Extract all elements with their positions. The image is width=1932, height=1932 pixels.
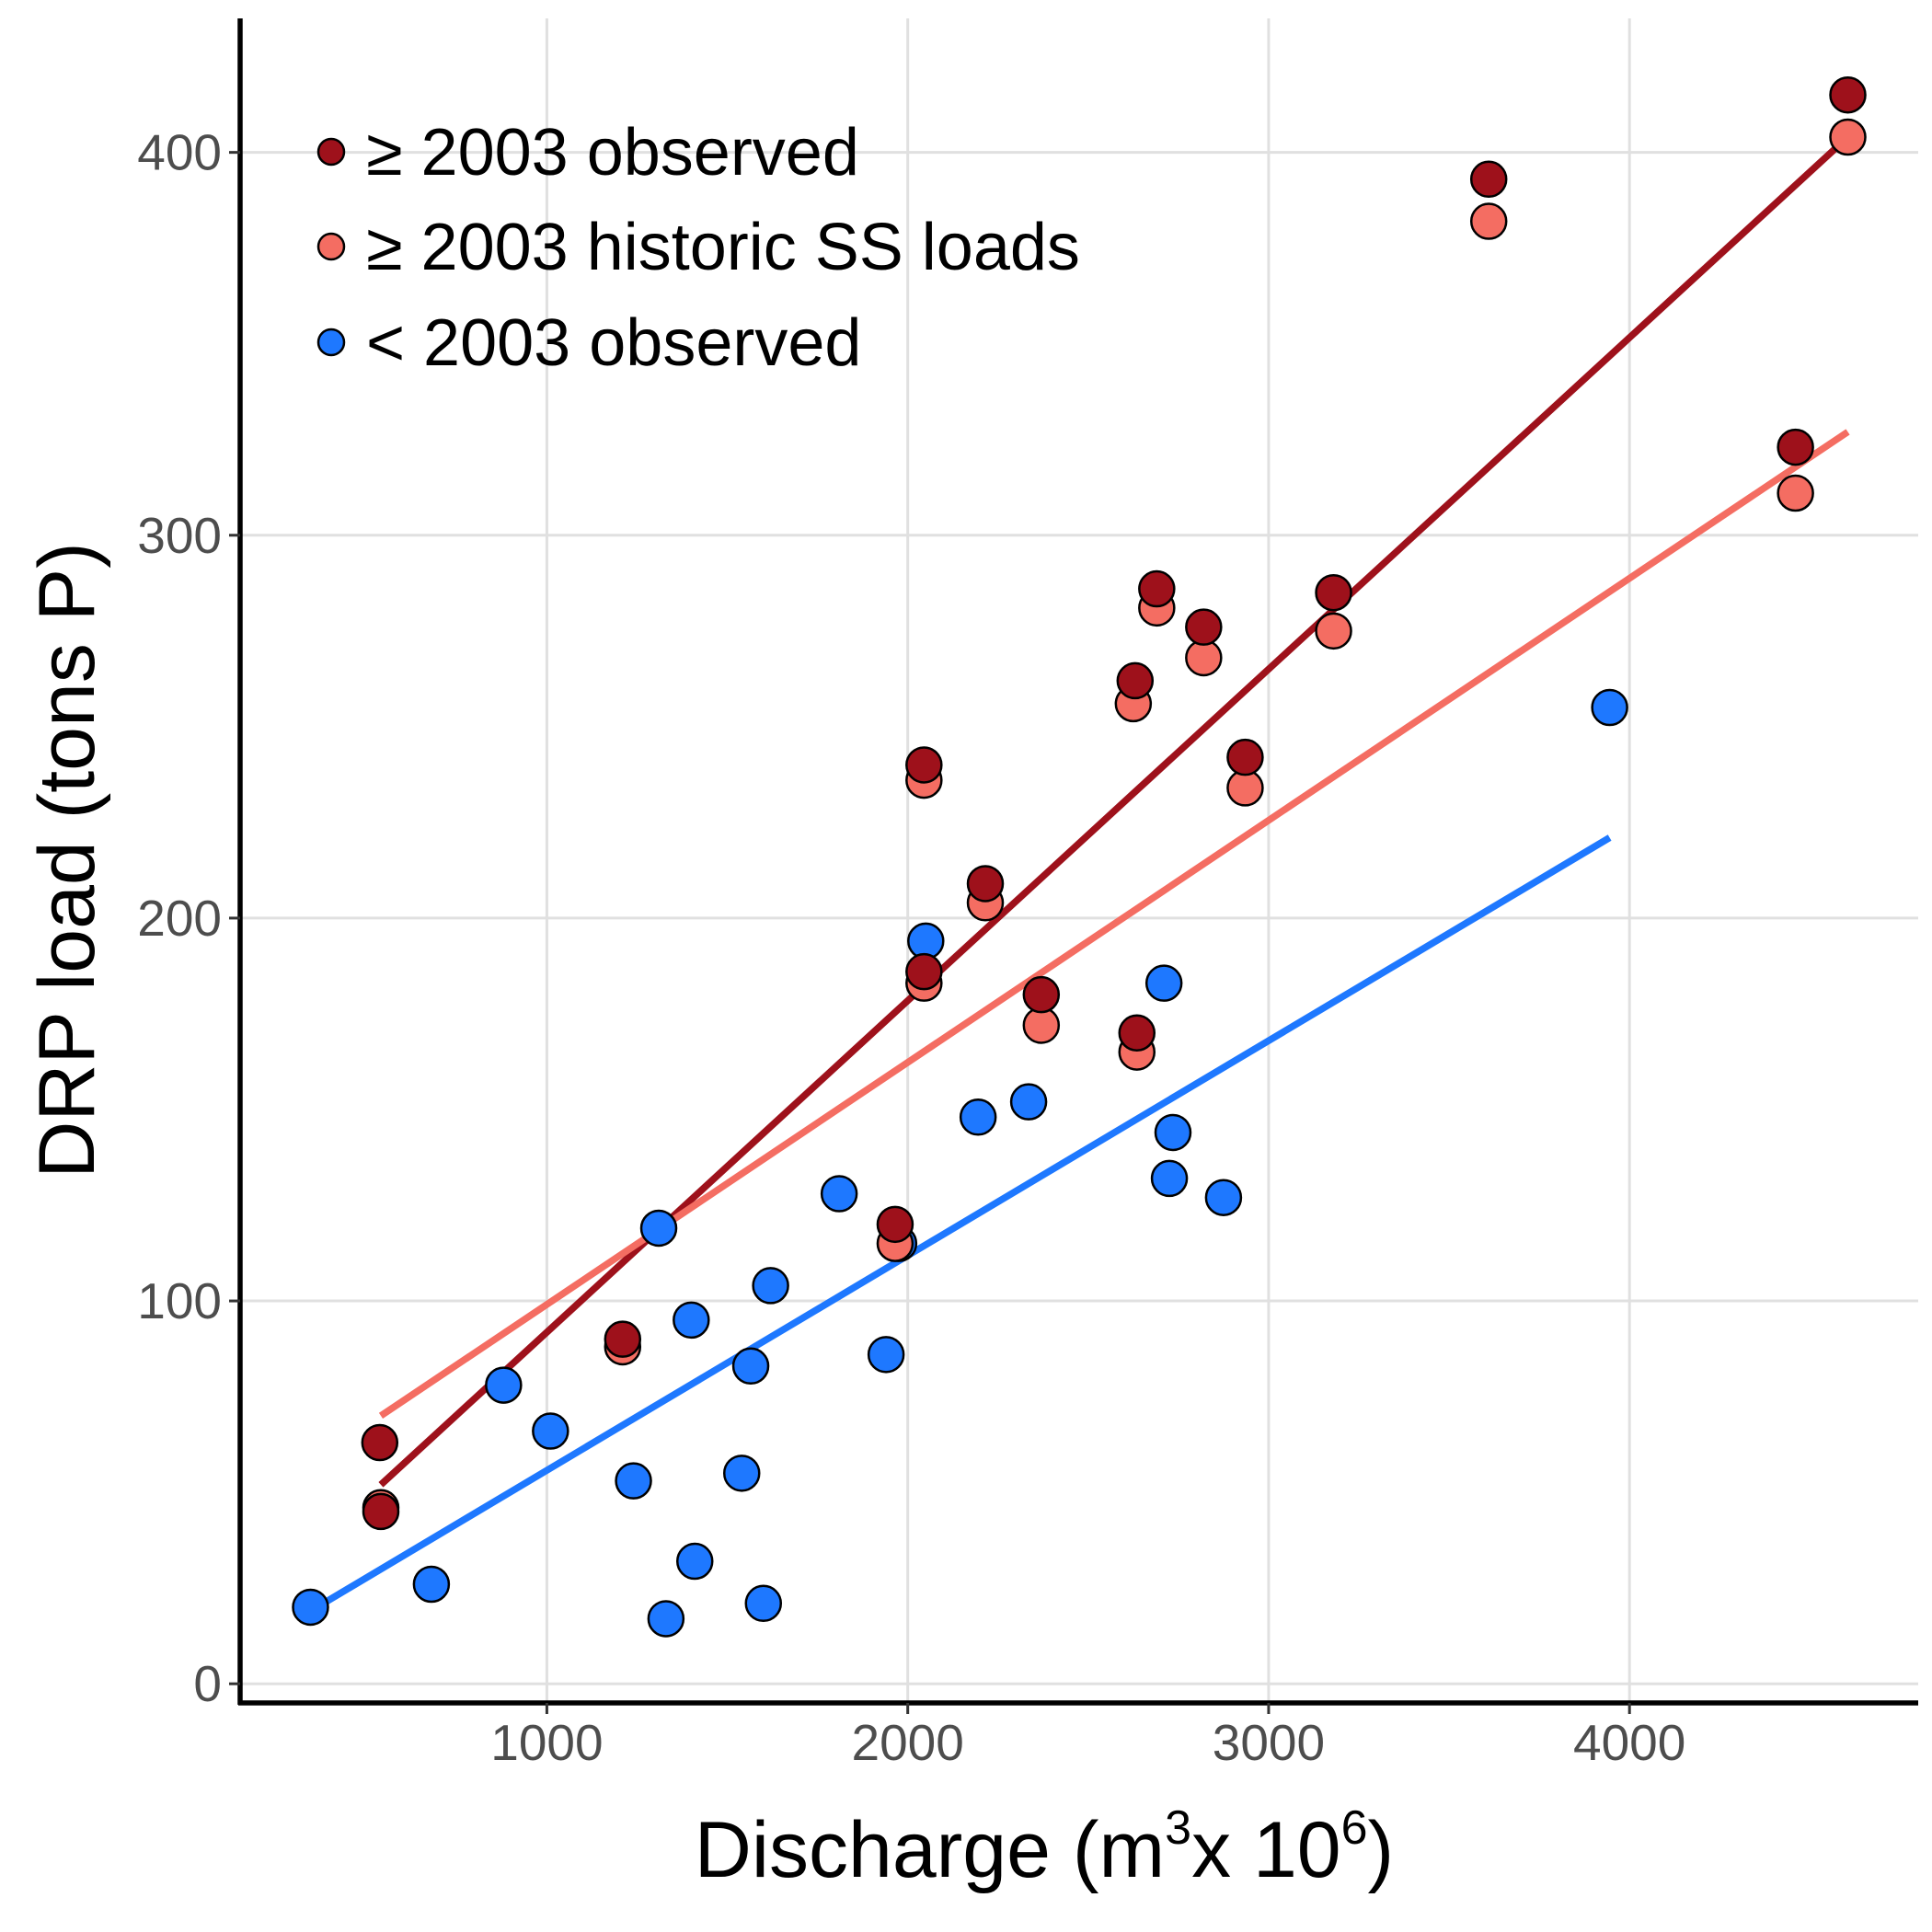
data-point <box>615 1462 652 1500</box>
legend-key <box>316 137 346 167</box>
data-point <box>1777 474 1814 512</box>
data-point <box>1150 1159 1189 1198</box>
data-point <box>731 1347 770 1386</box>
data-point <box>485 1366 523 1404</box>
data-point <box>1185 608 1223 646</box>
data-point <box>361 1423 399 1462</box>
data-point <box>966 865 1005 903</box>
data-point <box>1777 428 1814 466</box>
fit-line <box>378 134 1851 1488</box>
data-point <box>532 1412 569 1450</box>
data-point <box>867 1336 905 1374</box>
data-point <box>1022 975 1061 1014</box>
data-points <box>292 75 1867 1638</box>
x-axis-title: Discharge (m3x 106) <box>695 1801 1394 1894</box>
data-point <box>604 1320 642 1358</box>
data-point <box>820 1175 858 1213</box>
y-axis-title: DRP load (tons P) <box>23 542 111 1179</box>
y-tick-label: 100 <box>137 1272 222 1329</box>
x-tick-label: 3000 <box>1213 1714 1325 1771</box>
data-point <box>1315 573 1352 612</box>
legend: ≥ 2003 observed ≥ 2003 historic SS loads <… <box>316 116 1080 380</box>
data-point <box>1118 1014 1156 1052</box>
data-point <box>675 1542 714 1581</box>
x-tick-label: 1000 <box>490 1714 603 1771</box>
data-point <box>673 1301 710 1340</box>
legend-label: < 2003 observed <box>366 306 861 380</box>
data-point <box>1315 612 1352 650</box>
data-point <box>412 1565 451 1604</box>
data-point <box>1204 1179 1243 1216</box>
fit-line <box>308 834 1612 1615</box>
legend-key <box>316 232 346 261</box>
axes: 1000 2000 3000 4000 0 100 200 300 400 <box>137 18 1918 1771</box>
gridlines <box>240 18 1918 1703</box>
data-point <box>959 1098 997 1136</box>
y-tick-label: 200 <box>137 890 222 947</box>
y-tick-label: 400 <box>137 124 222 181</box>
data-point <box>1469 202 1508 240</box>
data-point <box>292 1588 329 1627</box>
fit-lines <box>308 134 1851 1615</box>
legend-label: ≥ 2003 historic SS loads <box>366 211 1080 284</box>
x-tick-label: 4000 <box>1573 1714 1685 1771</box>
legend-key <box>316 328 346 357</box>
data-point <box>1138 569 1176 608</box>
data-point <box>639 1209 678 1248</box>
data-point <box>722 1455 761 1492</box>
data-point <box>1829 75 1867 114</box>
data-point <box>1144 964 1183 1002</box>
data-point <box>1829 118 1867 156</box>
data-point <box>905 952 943 991</box>
data-point <box>362 1492 400 1531</box>
data-point <box>1469 160 1508 199</box>
y-tick-label: 0 <box>193 1655 222 1712</box>
data-point <box>1154 1113 1192 1152</box>
data-point <box>647 1600 685 1638</box>
data-point <box>905 746 943 784</box>
data-point <box>876 1205 914 1244</box>
data-point <box>752 1267 789 1305</box>
data-point <box>1226 738 1264 776</box>
fit-line <box>378 429 1850 1420</box>
data-point <box>1116 661 1155 700</box>
y-tick-label: 300 <box>137 507 222 564</box>
data-point <box>1009 1083 1048 1121</box>
x-tick-label: 2000 <box>851 1714 963 1771</box>
data-point <box>1591 688 1628 727</box>
legend-label: ≥ 2003 observed <box>366 116 859 190</box>
data-point <box>744 1584 783 1623</box>
